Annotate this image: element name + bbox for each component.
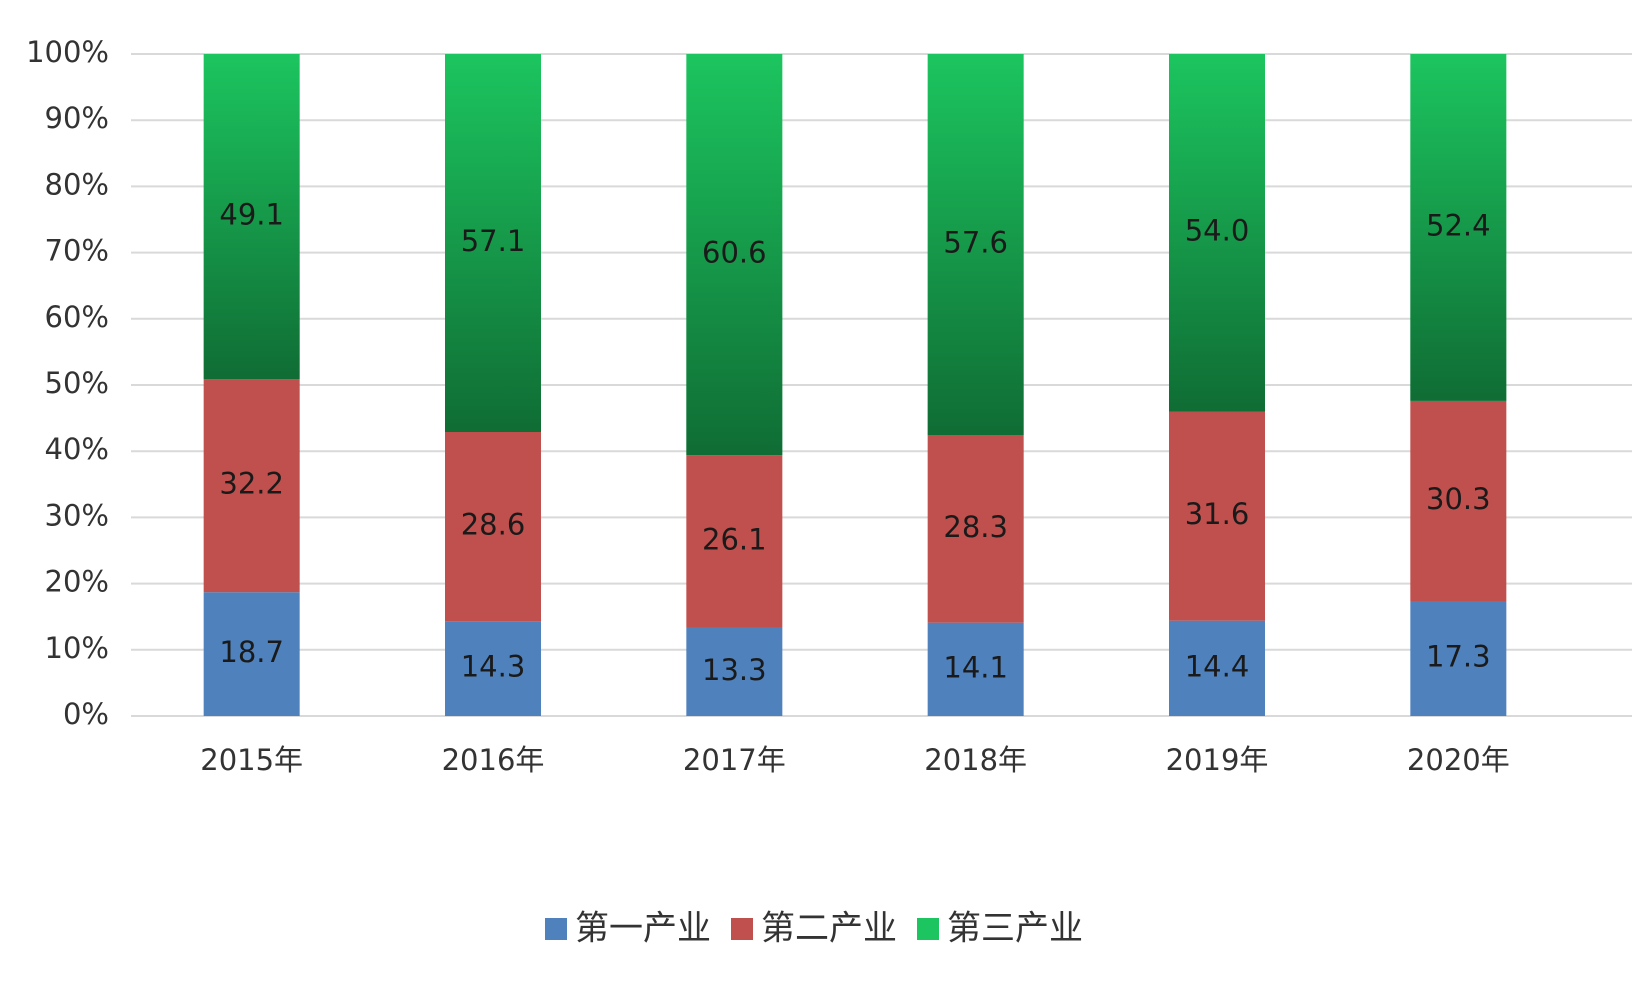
legend-label: 第一产业 [575, 909, 711, 949]
legend-swatch [917, 918, 939, 940]
legend-label: 第三产业 [947, 909, 1083, 949]
data-label: 28.6 [461, 508, 526, 542]
bar-segment [1410, 400, 1507, 602]
y-tick-label: 30% [45, 498, 109, 532]
legend-swatch [545, 918, 567, 940]
x-tick-label: 2019年 [1166, 743, 1269, 777]
y-tick-label: 20% [45, 565, 109, 599]
x-tick-label: 2020年 [1407, 743, 1510, 777]
x-tick-label: 2018年 [924, 743, 1027, 777]
bar-shade [1410, 54, 1507, 401]
bar-shade [1169, 54, 1265, 412]
bar-segment [1169, 620, 1265, 716]
y-tick-label: 60% [45, 300, 109, 334]
bar-segment [1410, 601, 1507, 716]
bar-shade [686, 54, 783, 456]
y-tick-label: 80% [45, 167, 109, 201]
data-label: 14.4 [1185, 649, 1250, 683]
data-label: 26.1 [702, 523, 767, 557]
data-label: 14.1 [943, 650, 1008, 684]
data-label: 18.7 [219, 635, 284, 669]
data-label: 17.3 [1426, 640, 1491, 674]
y-tick-label: 100% [26, 35, 109, 69]
data-label: 13.3 [702, 653, 767, 687]
data-label: 57.1 [461, 224, 526, 258]
x-tick-label: 2017年 [683, 743, 786, 777]
data-label: 31.6 [1185, 497, 1250, 531]
bar-segment [927, 435, 1024, 623]
y-tick-label: 70% [45, 234, 109, 268]
bar-shade [445, 54, 541, 433]
bar-segment [203, 592, 300, 716]
x-tick-label: 2015年 [200, 743, 303, 777]
data-label: 49.1 [219, 198, 284, 232]
bar-shade [927, 54, 1024, 436]
y-tick-label: 50% [45, 366, 109, 400]
bar-segment [445, 621, 541, 716]
y-tick-label: 90% [45, 101, 109, 135]
bar-segment [203, 379, 300, 593]
legend-label: 第二产业 [761, 909, 897, 949]
bar-segment [445, 432, 541, 622]
y-tick-label: 0% [63, 697, 109, 731]
bar-segment [1169, 411, 1265, 621]
legend-swatch [731, 918, 753, 940]
data-label: 14.3 [461, 650, 526, 684]
data-label: 60.6 [702, 236, 767, 270]
data-label: 54.0 [1185, 214, 1250, 248]
data-label: 57.6 [943, 226, 1008, 260]
y-tick-label: 10% [45, 631, 109, 665]
x-tick-label: 2016年 [442, 743, 545, 777]
bar-segment [927, 622, 1024, 716]
data-label: 30.3 [1426, 482, 1491, 516]
bar-segment [686, 627, 783, 716]
bar-shade [203, 54, 300, 380]
data-label: 28.3 [943, 510, 1008, 544]
data-label: 52.4 [1426, 208, 1491, 242]
data-label: 32.2 [219, 467, 284, 501]
bar-segment [686, 455, 783, 628]
y-tick-label: 40% [45, 432, 109, 466]
